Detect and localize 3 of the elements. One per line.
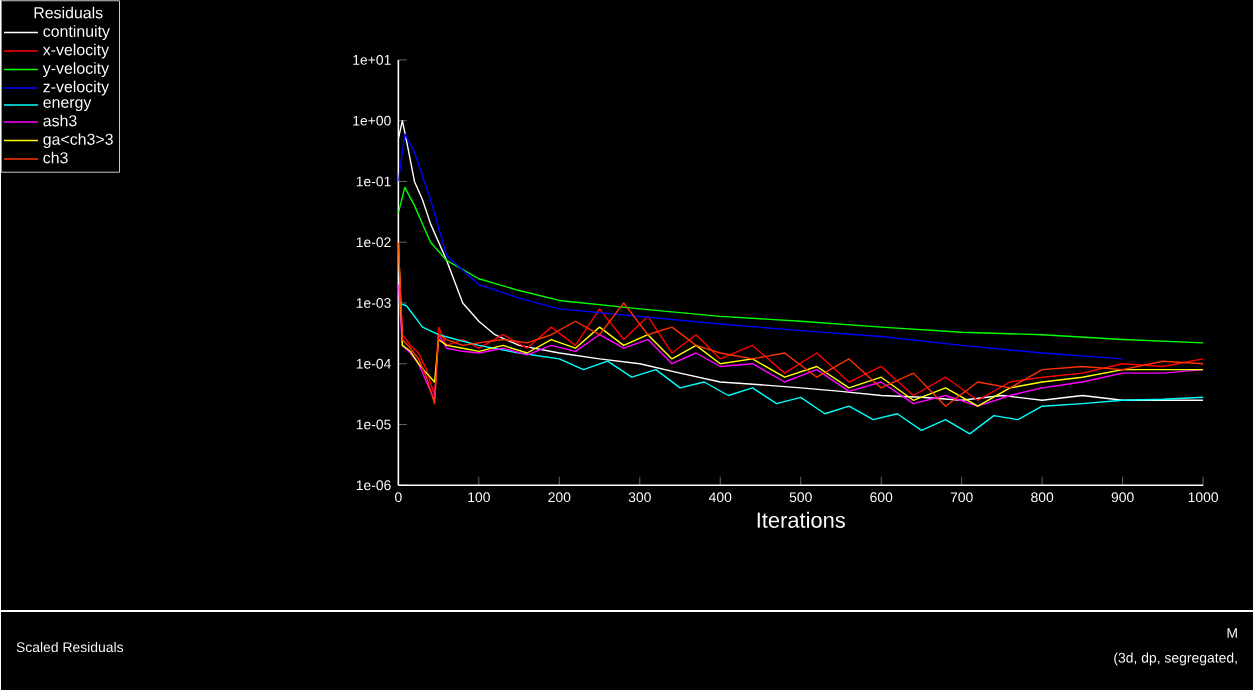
line-series bbox=[398, 186, 1204, 344]
x-axis-title: Iterations bbox=[757, 511, 845, 528]
line-series bbox=[398, 301, 1204, 435]
